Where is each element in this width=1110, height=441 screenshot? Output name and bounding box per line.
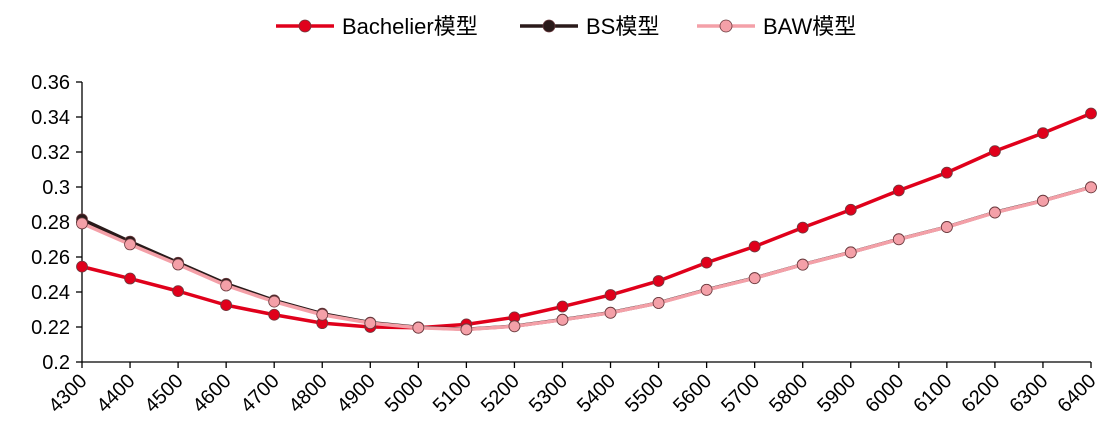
x-tick-label: 4400 bbox=[93, 370, 140, 417]
data-point bbox=[268, 295, 281, 308]
x-tick-label: 6300 bbox=[1005, 370, 1052, 417]
series-1 bbox=[76, 181, 1097, 336]
x-tick-label: 5900 bbox=[813, 370, 860, 417]
legend-item-1: BS模型 bbox=[520, 14, 659, 39]
data-point bbox=[892, 233, 905, 246]
x-tick-label: 6000 bbox=[861, 370, 908, 417]
x-tick-label: 4600 bbox=[189, 370, 236, 417]
data-point bbox=[748, 240, 761, 253]
data-point bbox=[1085, 107, 1097, 120]
data-point bbox=[748, 272, 761, 285]
x-tick-label: 4700 bbox=[237, 370, 284, 417]
x-tick-label: 5700 bbox=[717, 370, 764, 417]
x-tick-label: 5500 bbox=[621, 370, 668, 417]
x-tick-label: 6200 bbox=[957, 370, 1004, 417]
y-tick-label: 0.32 bbox=[31, 142, 70, 164]
x-tick-label: 4500 bbox=[141, 370, 188, 417]
series-line bbox=[81, 185, 1092, 332]
data-point bbox=[1037, 194, 1049, 207]
y-tick-label: 0.3 bbox=[42, 177, 70, 199]
data-point bbox=[989, 145, 1001, 158]
data-point bbox=[316, 308, 329, 321]
legend-item-2: BAW模型 bbox=[697, 14, 856, 39]
y-tick-label: 0.34 bbox=[31, 107, 70, 129]
y-tick-label: 0.36 bbox=[31, 72, 70, 94]
data-point bbox=[652, 275, 665, 287]
data-point bbox=[220, 279, 233, 292]
legend-swatch-marker bbox=[542, 19, 556, 33]
data-point bbox=[412, 321, 425, 334]
x-tick-label: 5800 bbox=[765, 370, 812, 417]
data-point bbox=[940, 221, 953, 233]
legend-label: BS模型 bbox=[586, 14, 659, 39]
plot-area bbox=[76, 107, 1097, 336]
x-tick-label: 5300 bbox=[525, 370, 572, 417]
data-point bbox=[700, 256, 713, 269]
axes: 0.2 0.22 0.24 0.26 0.28 0.3 0.32 0.34 0.36 4300 44… bbox=[31, 72, 1100, 417]
data-point bbox=[604, 289, 617, 301]
series-0 bbox=[76, 107, 1097, 334]
data-point bbox=[796, 221, 809, 234]
data-point bbox=[796, 258, 809, 271]
legend-item-0: Bachelier模型 bbox=[276, 14, 478, 39]
legend-label: BAW模型 bbox=[763, 14, 856, 39]
data-point bbox=[124, 272, 136, 285]
data-point bbox=[844, 203, 857, 216]
x-tick-label: 5000 bbox=[381, 370, 428, 417]
legend-label: Bachelier模型 bbox=[342, 14, 478, 39]
series-2 bbox=[76, 181, 1097, 336]
y-tick-label: 0.28 bbox=[31, 212, 70, 234]
data-point bbox=[76, 260, 88, 273]
data-point bbox=[652, 297, 665, 309]
data-point bbox=[124, 238, 136, 251]
data-point bbox=[556, 300, 569, 313]
y-tick-label: 0.24 bbox=[31, 282, 70, 304]
data-point bbox=[844, 246, 857, 259]
x-tick-label: 5400 bbox=[573, 370, 620, 417]
data-point bbox=[172, 258, 184, 271]
data-point bbox=[172, 285, 184, 298]
legend-swatch-marker bbox=[298, 19, 312, 33]
x-tick-label: 4900 bbox=[333, 370, 380, 417]
y-tick-label: 0.26 bbox=[31, 247, 70, 269]
legend-swatch-marker bbox=[719, 19, 733, 33]
data-point bbox=[940, 166, 953, 179]
data-point bbox=[892, 184, 905, 197]
x-tick-label: 5200 bbox=[477, 370, 524, 417]
legend: Bachelier模型 BS模型 BAW模型 bbox=[276, 14, 856, 39]
data-point bbox=[604, 306, 617, 319]
x-tick-label: 5100 bbox=[429, 370, 476, 417]
series-line bbox=[81, 111, 1092, 330]
y-tick-label: 0.2 bbox=[42, 352, 70, 374]
data-point bbox=[1085, 181, 1097, 194]
x-tick-label: 4800 bbox=[285, 370, 332, 417]
data-point bbox=[364, 317, 377, 330]
data-point bbox=[989, 206, 1001, 219]
data-point bbox=[268, 308, 281, 321]
x-tick-label: 4300 bbox=[45, 370, 92, 417]
data-point bbox=[700, 283, 713, 296]
x-tick-label: 5600 bbox=[669, 370, 716, 417]
x-tick-label: 6400 bbox=[1054, 370, 1101, 417]
data-point bbox=[556, 313, 569, 326]
data-point bbox=[508, 320, 521, 333]
data-point bbox=[1037, 127, 1049, 140]
data-point bbox=[76, 217, 88, 230]
data-point bbox=[460, 323, 473, 336]
data-point bbox=[220, 299, 233, 312]
y-tick-label: 0.22 bbox=[31, 317, 70, 339]
x-tick-label: 6100 bbox=[909, 370, 956, 417]
